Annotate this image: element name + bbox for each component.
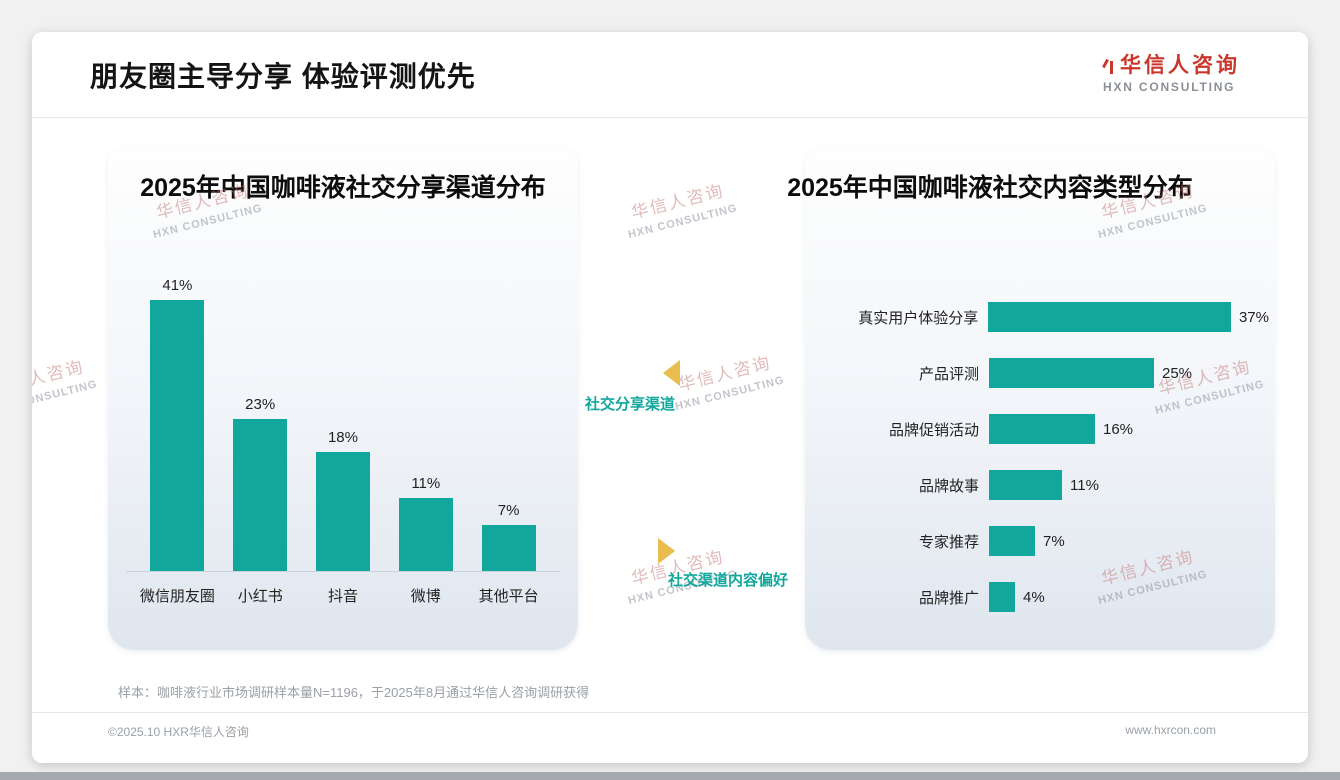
hbar xyxy=(989,582,1015,612)
watermark-cn: 华信人咨询 xyxy=(32,357,87,399)
logo-icon xyxy=(1102,57,1115,76)
hbar-category-label: 品牌推广 xyxy=(918,589,979,607)
bar-category-label: 小红书 xyxy=(237,588,283,605)
annotation-share-channel-label: 社交分享渠道 xyxy=(585,396,676,413)
bar xyxy=(233,419,288,571)
hbar xyxy=(989,526,1035,556)
hbar-category-label: 品牌故事 xyxy=(918,477,979,495)
bar-column: 7% xyxy=(467,502,550,571)
bar xyxy=(481,525,536,571)
hbar-row: 专家推荐 7% xyxy=(819,526,1269,556)
annotation-content-preference: 社交渠道内容偏好 xyxy=(658,538,848,590)
hbar-category-label: 真实用户体验分享 xyxy=(858,309,979,327)
page-title: 朋友圈主导分享 体验评测优先 xyxy=(90,60,476,92)
chart-title-content-types: 2025年中国咖啡液社交内容类型分布 xyxy=(787,174,1193,202)
hbar-value-label: 25% xyxy=(1162,364,1193,382)
watermark: 华信人咨询 HXN CONSULTING xyxy=(607,174,753,247)
bar-column: 11% xyxy=(384,475,467,571)
page-bottom-edge xyxy=(0,772,1340,780)
hbar-row: 品牌故事 11% xyxy=(819,470,1269,500)
footer-copyright: ©2025.10 HXR华信人咨询 xyxy=(108,725,249,739)
hbar-row: 真实用户体验分享 37% xyxy=(819,302,1269,332)
footer: ©2025.10 HXR华信人咨询 www.hxrcon.com xyxy=(32,712,1308,763)
bar-column: 23% xyxy=(219,396,302,571)
logo-cn-row: 华信人咨询 xyxy=(1102,54,1240,78)
logo-text-en: HXN CONSULTING xyxy=(1103,80,1236,95)
hbar xyxy=(988,302,1231,332)
brand-logo: 华信人咨询 HXN CONSULTING xyxy=(1102,54,1240,95)
hbar-category-label: 产品评测 xyxy=(918,365,979,383)
bar-value-label: 41% xyxy=(162,277,193,294)
hbar xyxy=(989,414,1095,444)
hbar xyxy=(989,358,1154,388)
annotation-content-preference-label: 社交渠道内容偏好 xyxy=(668,572,789,589)
annotation-share-channel: 社交分享渠道 xyxy=(585,360,765,414)
vertical-bar-chart: 41% 23% 18% 11% 7% xyxy=(126,250,560,572)
watermark-en: HXN CONSULTING xyxy=(32,377,99,417)
sample-note: 样本：咖啡液行业市场调研样本量N=1196，于2025年8月通过华信人咨询调研获… xyxy=(118,685,590,700)
bar-category-label: 微信朋友圈 xyxy=(139,588,215,605)
triangle-right-icon xyxy=(658,538,675,564)
hbar-value-label: 7% xyxy=(1043,532,1065,550)
vertical-bar-categories: 微信朋友圈 小红书 抖音 微博 其他平台 xyxy=(126,585,560,606)
bar-category-label: 抖音 xyxy=(327,588,358,605)
hbar-category-label: 品牌促销活动 xyxy=(888,421,979,439)
bar-category-label: 微博 xyxy=(410,588,441,605)
logo-text-cn: 华信人咨询 xyxy=(1120,54,1240,78)
hbar-row: 品牌促销活动 16% xyxy=(819,414,1269,444)
bar xyxy=(150,300,205,571)
bar-value-label: 18% xyxy=(327,429,358,446)
watermark-cn: 华信人咨询 xyxy=(629,181,727,223)
bar xyxy=(315,452,370,571)
bar-value-label: 23% xyxy=(245,396,276,413)
hbar-row: 产品评测 25% xyxy=(819,358,1269,388)
footer-website: www.hxrcon.com xyxy=(1125,723,1216,737)
chart-title-share-channels: 2025年中国咖啡液社交分享渠道分布 xyxy=(140,174,546,202)
hbar xyxy=(989,470,1062,500)
hbar-category-label: 专家推荐 xyxy=(918,533,979,551)
hbar-value-label: 16% xyxy=(1103,420,1134,438)
watermark: 华信人咨询 HXN CONSULTING xyxy=(32,350,113,423)
watermark-en: HXN CONSULTING xyxy=(626,201,739,241)
bar-column: 18% xyxy=(302,429,385,571)
header: 朋友圈主导分享 体验评测优先 华信人咨询 HXN CONSULTING xyxy=(32,32,1308,118)
horizontal-bar-chart: 真实用户体验分享 37% 产品评测 25% 品牌促销活动 16% 品牌故事 11% 专家推荐 7%… xyxy=(819,302,1269,612)
triangle-left-icon xyxy=(663,360,680,386)
bar-category-label: 其他平台 xyxy=(478,588,539,605)
bar-column: 41% xyxy=(136,277,219,571)
bar-value-label: 11% xyxy=(411,475,441,492)
hbar-value-label: 37% xyxy=(1238,308,1269,326)
bar xyxy=(398,498,453,571)
bar-value-label: 7% xyxy=(497,502,520,519)
hbar-value-label: 4% xyxy=(1023,588,1045,606)
slide-card: 朋友圈主导分享 体验评测优先 华信人咨询 HXN CONSULTING 2025… xyxy=(32,32,1308,763)
chart-panel-share-channels: 2025年中国咖啡液社交分享渠道分布 41% 23% 18% 11% 7% 微信朋友圈 小… xyxy=(108,150,578,650)
hbar-value-label: 11% xyxy=(1070,476,1099,494)
chart-panel-content-types: 2025年中国咖啡液社交内容类型分布 真实用户体验分享 37% 产品评测 25% 品牌促… xyxy=(787,150,1275,650)
hbar-row: 品牌推广 4% xyxy=(819,582,1269,612)
